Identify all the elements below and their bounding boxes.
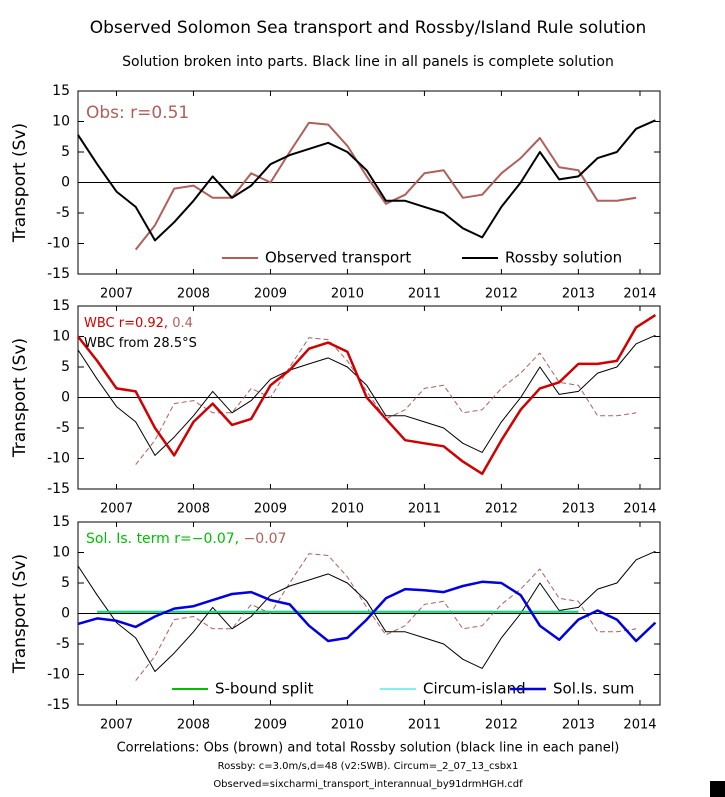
y-tick-label: 10: [52, 329, 70, 345]
annotation: WBC r=0.92, 0.4: [84, 316, 193, 331]
x-tick-label: 2007: [100, 287, 133, 302]
annotation-part: WBC from 28.5°S: [84, 336, 197, 351]
series-line: [77, 580, 657, 643]
y-tick-label: -5: [56, 205, 70, 221]
x-tick-label: 2011: [408, 718, 441, 733]
y-tick-label: -5: [56, 636, 70, 652]
series-line: [135, 337, 637, 465]
panel: -15 -10 -5 0 5 10 15 2007 2008 2009 2010 2011 2012 20…: [10, 514, 661, 733]
x-tick-label: 2010: [331, 502, 364, 517]
x-tick-label: 2007: [100, 718, 133, 733]
annotation-part: WBC r=0.92,: [84, 316, 172, 331]
y-axis-label: Transport (Sv): [10, 554, 30, 674]
x-tick-label: 2008: [177, 287, 210, 302]
x-tick-label: 2008: [177, 502, 210, 517]
y-tick-label: 5: [61, 575, 70, 591]
x-tick-label: 2008: [177, 718, 210, 733]
footer-line: Correlations: Obs (brown) and total Ross…: [117, 741, 620, 756]
y-tick-label: 10: [52, 545, 70, 561]
footer-line: Observed=sixcharmi_transport_interannual…: [213, 779, 523, 790]
x-tick-label: 2013: [562, 718, 595, 733]
y-tick-label: 15: [52, 83, 70, 99]
y-tick-label: -10: [47, 236, 70, 252]
x-tick-label: 2010: [331, 718, 364, 733]
x-tick-label: 2009: [254, 287, 287, 302]
legend-label: Rossby solution: [505, 249, 622, 267]
legend-label: Observed transport: [265, 249, 411, 267]
x-tick-label: 2009: [254, 502, 287, 517]
series-line: [77, 550, 656, 672]
series-line: [134, 121, 637, 251]
x-tick-label: 2012: [485, 718, 518, 733]
annotation-part: Sol. Is. term r=−0.07,: [86, 531, 244, 547]
y-tick-label: 0: [61, 390, 70, 406]
y-tick-label: -5: [56, 420, 70, 436]
legend-label: S-bound split: [215, 680, 314, 698]
annotation: Sol. Is. term r=−0.07, −0.07: [86, 531, 286, 547]
annotation-part: −0.07: [244, 531, 287, 547]
y-tick-label: 0: [61, 175, 70, 191]
y-tick-label: -15: [47, 266, 70, 282]
y-axis-label: Transport (Sv): [10, 123, 30, 243]
x-tick-label: 2014: [623, 502, 656, 517]
annotation: Obs: r=0.51: [86, 103, 189, 123]
y-tick-label: -10: [47, 451, 70, 467]
footer-line: Rossby: c=3.0m/s,d=48 (v2:SWB). Circum=_…: [218, 761, 519, 772]
y-tick-label: 15: [52, 514, 70, 530]
x-tick-label: 2014: [623, 718, 656, 733]
annotation-part: Obs: r=0.51: [86, 103, 189, 123]
x-tick-label: 2013: [562, 502, 595, 517]
annotation-part: 0.4: [172, 316, 193, 331]
x-tick-label: 2012: [485, 502, 518, 517]
y-tick-label: -15: [47, 697, 70, 713]
series-line: [77, 314, 657, 476]
panel: -15 -10 -5 0 5 10 15 2007 2008 2009 2010 2011 2012 20…: [10, 83, 661, 302]
series-line: [135, 553, 637, 681]
legend-label: Sol.Is. sum: [553, 680, 634, 698]
x-tick-label: 2012: [485, 287, 518, 302]
x-tick-label: 2011: [408, 287, 441, 302]
y-tick-label: -15: [47, 481, 70, 497]
corner-block: [710, 781, 725, 797]
x-tick-label: 2011: [408, 502, 441, 517]
y-tick-label: 5: [61, 359, 70, 375]
panel: -15 -10 -5 0 5 10 15 2007 2008 2009 2010 2011 2012 20…: [10, 298, 661, 517]
legend-label: Circum-island: [423, 680, 526, 698]
x-tick-label: 2013: [562, 287, 595, 302]
y-tick-label: 10: [52, 114, 70, 130]
title: Observed Solomon Sea transport and Rossb…: [90, 18, 647, 38]
y-tick-label: -10: [47, 667, 70, 683]
y-tick-label: 15: [52, 298, 70, 314]
x-tick-label: 2009: [254, 718, 287, 733]
y-tick-label: 5: [61, 144, 70, 160]
y-tick-label: 0: [61, 606, 70, 622]
annotation: WBC from 28.5°S: [84, 336, 197, 351]
x-tick-label: 2010: [331, 287, 364, 302]
x-tick-label: 2007: [100, 502, 133, 517]
series-line: [77, 334, 656, 456]
subtitle: Solution broken into parts. Black line i…: [122, 54, 614, 70]
x-tick-label: 2014: [623, 287, 656, 302]
series-line: [77, 119, 656, 242]
y-axis-label: Transport (Sv): [10, 338, 30, 458]
